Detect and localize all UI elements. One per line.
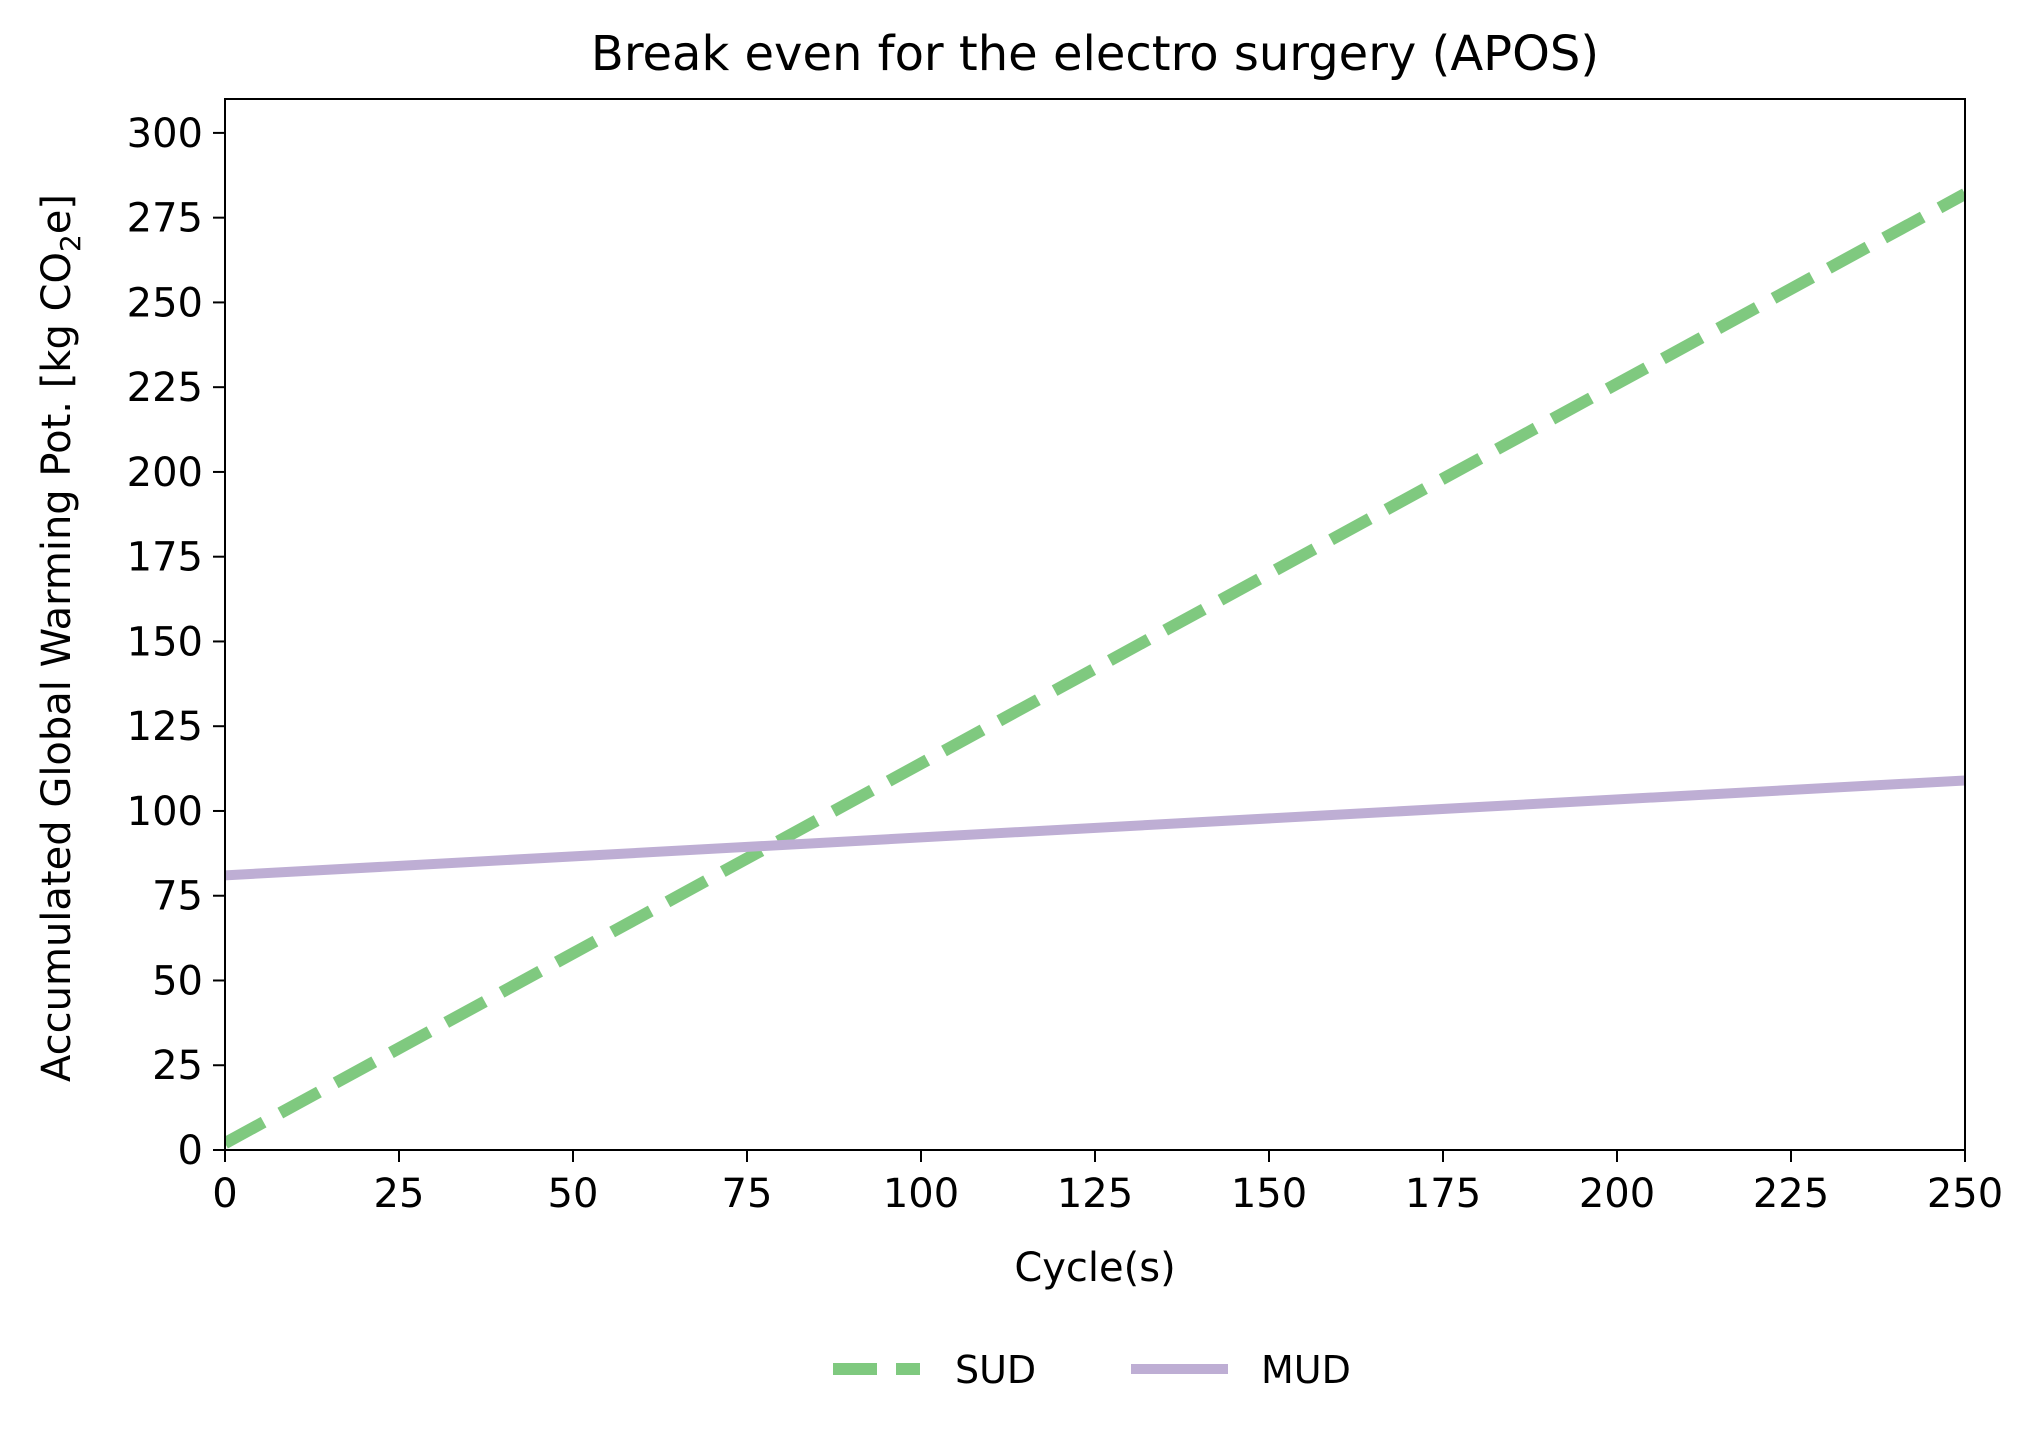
x-tick-label: 250 <box>1927 1171 2003 1217</box>
y-axis-title-main: Accumulated Global Warming Pot. [kg CO <box>34 252 80 1082</box>
y-tick-label: 75 <box>152 874 203 920</box>
x-tick-label: 225 <box>1753 1171 1829 1217</box>
x-tick-label: 50 <box>548 1171 599 1217</box>
legend-label-sud: SUD <box>955 1348 1036 1392</box>
y-axis-title-end: e] <box>34 194 80 234</box>
y-tick-label: 25 <box>152 1043 203 1089</box>
y-tick-label: 200 <box>127 450 203 496</box>
y-tick-label: 175 <box>127 535 203 581</box>
y-tick-label: 0 <box>178 1128 203 1174</box>
x-tick-label: 150 <box>1231 1171 1307 1217</box>
y-tick-label: 250 <box>127 280 203 326</box>
x-tick-label: 175 <box>1405 1171 1481 1217</box>
legend-label-mud: MUD <box>1261 1348 1351 1392</box>
series-group <box>225 188 1965 1149</box>
x-tick-label: 200 <box>1579 1171 1655 1217</box>
y-axis-title-subscript: 2 <box>54 234 87 252</box>
y-tick-label: 100 <box>127 789 203 835</box>
x-axis-title: Cycle(s) <box>1014 1245 1175 1291</box>
chart-title: Break even for the electro surgery (APOS… <box>591 26 1599 82</box>
y-axis-title: Accumulated Global Warming Pot. [kg CO2e… <box>34 194 87 1082</box>
y-tick-label: 150 <box>127 619 203 665</box>
x-tick-label: 25 <box>374 1171 425 1217</box>
series-layer <box>225 188 1965 1149</box>
axes-layer: 0 25 50 75 100 125 150 175 200 225 250 0 25 50 75 100 12… <box>127 98 2003 1217</box>
x-tick-label: 100 <box>883 1171 959 1217</box>
y-tick-label: 300 <box>127 111 203 157</box>
y-tick-label: 125 <box>127 704 203 750</box>
y-tick-label: 275 <box>127 196 203 242</box>
series-line-mud <box>225 775 1965 881</box>
x-tick-label: 75 <box>722 1171 773 1217</box>
y-tick-label: 50 <box>152 958 203 1004</box>
series-line-sud <box>225 188 1965 1149</box>
x-tick-label: 125 <box>1057 1171 1133 1217</box>
y-tick-label: 225 <box>127 365 203 411</box>
plot-frame <box>224 98 1966 1151</box>
legend: SUD MUD <box>833 1348 1351 1392</box>
x-tick-label: 0 <box>212 1171 237 1217</box>
